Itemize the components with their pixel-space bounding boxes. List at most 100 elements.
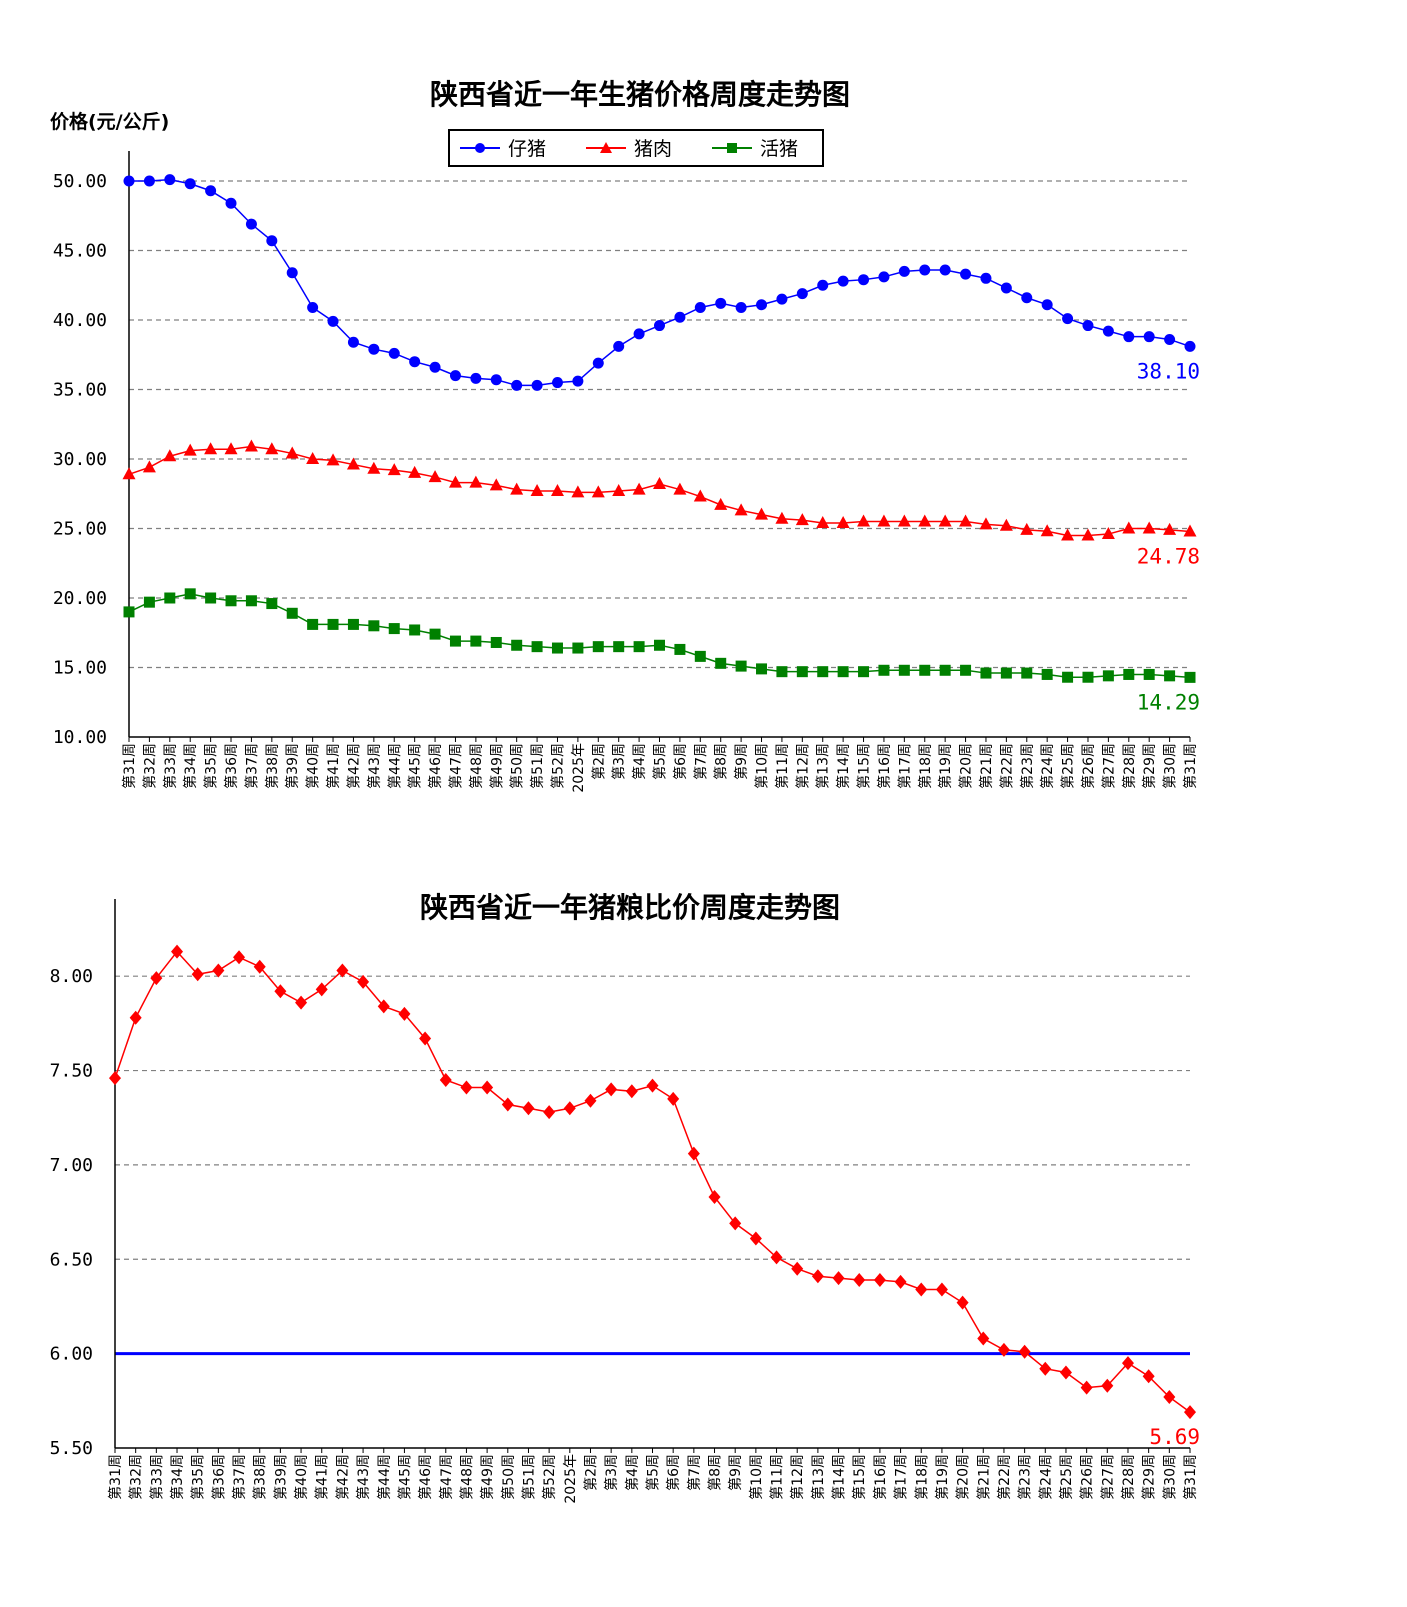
x-tick-label: 第33周 xyxy=(162,743,179,789)
data-point xyxy=(1102,325,1114,337)
x-tick-label: 第41周 xyxy=(314,1454,331,1500)
data-point xyxy=(858,274,870,286)
data-point xyxy=(449,635,461,647)
data-point xyxy=(770,1250,783,1265)
x-tick-label: 第16周 xyxy=(876,743,893,789)
x-tick-label: 第47周 xyxy=(447,743,464,789)
data-point xyxy=(470,635,482,647)
x-tick-label: 第7周 xyxy=(692,743,709,780)
x-tick-label: 第11周 xyxy=(769,1454,786,1500)
data-point xyxy=(571,485,585,498)
data-point xyxy=(832,1271,845,1286)
data-point xyxy=(755,507,769,520)
data-point xyxy=(522,1101,535,1116)
data-point xyxy=(265,442,279,455)
data-point xyxy=(336,963,349,978)
data-point xyxy=(817,666,829,678)
data-point xyxy=(129,1010,142,1025)
x-tick-label: 第49周 xyxy=(488,743,505,789)
x-tick-label: 第13周 xyxy=(810,1454,827,1500)
x-tick-label: 第22周 xyxy=(996,1454,1013,1500)
x-tick-label: 第27周 xyxy=(1100,743,1117,789)
data-point xyxy=(448,475,462,488)
x-tick-label: 第9周 xyxy=(733,743,750,780)
x-tick-label: 第17周 xyxy=(896,743,913,789)
data-point xyxy=(1143,331,1155,343)
x-tick-label: 第19周 xyxy=(937,743,954,789)
data-point xyxy=(563,1101,576,1116)
x-tick-label: 第22周 xyxy=(998,743,1015,789)
data-point xyxy=(734,503,748,516)
data-point xyxy=(694,301,706,313)
data-point xyxy=(388,623,400,635)
data-point xyxy=(481,1080,494,1095)
data-point xyxy=(791,1261,804,1276)
data-point xyxy=(775,511,789,524)
x-tick-label: 第19周 xyxy=(934,1454,951,1500)
y-tick-label: 6.00 xyxy=(50,1344,93,1365)
x-tick-label: 第38周 xyxy=(252,1454,269,1500)
data-point xyxy=(164,174,176,186)
x-tick-label: 第35周 xyxy=(190,1454,207,1500)
x-tick-label: 第42周 xyxy=(345,743,362,789)
data-point xyxy=(816,515,830,528)
x-tick-label: 第9周 xyxy=(727,1454,744,1491)
data-point xyxy=(377,999,390,1014)
data-point xyxy=(1082,671,1094,683)
x-tick-label: 第15周 xyxy=(851,1454,868,1500)
data-point xyxy=(592,357,604,369)
data-point xyxy=(715,657,727,669)
data-point xyxy=(531,641,543,653)
x-tick-label: 第44周 xyxy=(386,743,403,789)
x-tick-label: 第24周 xyxy=(1039,743,1056,789)
x-tick-label: 第18周 xyxy=(913,1454,930,1500)
data-point xyxy=(694,650,706,662)
data-point xyxy=(632,482,646,495)
data-point xyxy=(171,944,184,959)
data-point xyxy=(1059,1365,1072,1380)
x-tick-label: 第44周 xyxy=(376,1454,393,1500)
data-point xyxy=(428,470,442,483)
data-point xyxy=(1183,524,1197,537)
data-point xyxy=(1123,668,1135,680)
data-point xyxy=(1062,671,1074,683)
data-point xyxy=(253,959,266,974)
data-point xyxy=(853,1273,866,1288)
data-point xyxy=(1062,313,1074,325)
data-point xyxy=(674,643,686,655)
x-tick-label: 第26周 xyxy=(1080,743,1097,789)
data-point xyxy=(357,974,370,989)
data-point xyxy=(894,1274,907,1289)
data-point xyxy=(550,483,564,496)
y-tick-label: 35.00 xyxy=(53,380,107,401)
series-line-0 xyxy=(114,950,1191,1413)
data-point xyxy=(204,442,218,455)
data-point xyxy=(1021,292,1033,304)
data-point xyxy=(1142,1369,1155,1384)
x-tick-label: 第33周 xyxy=(148,1454,165,1500)
price-chart-title: 陕西省近一年生猪价格周度走势图 xyxy=(430,78,850,111)
data-point xyxy=(613,641,625,653)
x-tick-label: 第48周 xyxy=(468,743,485,789)
data-point xyxy=(735,301,747,313)
data-point xyxy=(1121,1356,1134,1371)
x-tick-label: 第5周 xyxy=(652,743,669,780)
x-tick-label: 第34周 xyxy=(169,1454,186,1500)
data-point xyxy=(347,336,359,348)
data-point xyxy=(572,375,584,387)
data-point xyxy=(469,475,483,488)
x-tick-label: 第8周 xyxy=(713,743,730,780)
x-tick-label: 第16周 xyxy=(872,1454,889,1500)
data-point xyxy=(326,453,340,466)
data-point xyxy=(551,377,563,389)
x-tick-label: 第17周 xyxy=(893,1454,910,1500)
data-point xyxy=(612,483,626,496)
x-tick-label: 第20周 xyxy=(958,743,975,789)
x-tick-label: 第23周 xyxy=(1019,743,1036,789)
x-tick-label: 第10周 xyxy=(748,1454,765,1500)
data-point xyxy=(244,439,258,452)
data-point xyxy=(1041,299,1053,311)
x-tick-label: 第24周 xyxy=(1037,1454,1054,1500)
x-tick-label: 第29周 xyxy=(1141,743,1158,789)
data-point xyxy=(714,497,728,510)
